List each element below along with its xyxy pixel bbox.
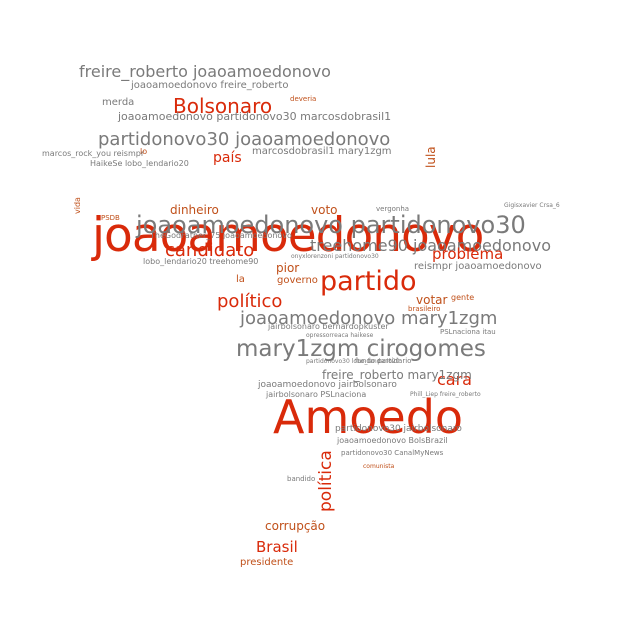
word-partido: partido <box>320 266 417 297</box>
word-phrase: joaoamoedonovo mary1zgm <box>240 308 498 329</box>
word-phrase: joaoamoedonovo jairbolsonaro <box>258 380 397 390</box>
word-phrase: fundo partidario <box>355 357 412 365</box>
word-phrase: Gigisxavier Crsa_6 <box>504 202 560 209</box>
word-cara: cara <box>437 370 472 389</box>
word-phrase: onyxlorenzoni partidonovo30 <box>291 253 379 260</box>
word-phrase: TheGodFather_75 joaoamoedonovo <box>150 231 292 240</box>
word-la: la <box>236 274 245 285</box>
word-votar: votar <box>416 293 448 307</box>
word-brasileiro: brasileiro <box>408 305 441 313</box>
word-phrase: reismpr joaoamoedonovo <box>414 261 542 272</box>
word-comunista: comunista <box>363 463 395 470</box>
word-lo: lo <box>140 147 148 156</box>
word-phrase: freire_roberto joaoamoedonovo <box>79 62 331 81</box>
word-vergonha: vergonha <box>376 205 410 213</box>
word-phrase: Phill_Liep freire_roberto <box>410 391 481 398</box>
word-phrase: partidonovo30 jairbolsonaro <box>335 424 462 434</box>
word-joaoamoedonovo: joaoamoedonovo <box>92 208 484 263</box>
word-brasil: Brasil <box>256 538 298 556</box>
word-phrase: partidonovo30 lobo_lendario20 <box>306 358 400 365</box>
word-phrase: marcosdobrasil1 mary1zgm <box>252 146 392 157</box>
word-phrase: lobo_lendario20 treehome90 <box>143 257 259 266</box>
word-politica: política <box>316 450 336 512</box>
word-phrase: PSLnaciona itau <box>440 328 496 336</box>
word-merda: merda <box>102 97 135 108</box>
word-phrase: freire_roberto mary1zgm <box>322 368 472 382</box>
word-candidato: candidato <box>165 240 255 261</box>
word-phrase: jairbolsonaro PSLnaciona <box>266 390 367 399</box>
word-phrase: HaikeSe lobo_lendario20 <box>90 159 189 168</box>
word-problema: problema <box>432 245 504 263</box>
word-phrase: partidonovo30 joaoamoedonovo <box>98 129 391 150</box>
word-vida: vida <box>73 197 82 214</box>
word-pior: pior <box>276 261 300 275</box>
word-phrase: mary1zgm cirogomes <box>236 336 486 362</box>
word-corrupcao: corrupção <box>265 519 326 533</box>
word-phrase: marcos_rock_you reismpr <box>42 149 145 158</box>
word-phrase: joaoamoedonovo freire_roberto <box>131 80 289 91</box>
word-pais: país <box>213 150 242 166</box>
word-phrase: partidonovo30 CanalMyNews <box>341 449 444 457</box>
word-bandido: bandido <box>287 475 316 483</box>
word-gente: gente <box>451 293 475 302</box>
word-phrase: joaoamoedonovo partidonovo30 <box>136 211 526 239</box>
word-bolsonaro: Bolsonaro <box>173 94 273 118</box>
word-phrase: joaoamoedonovo partidonovo30 marcosdobra… <box>118 110 392 123</box>
word-phrase: treehome90 joaoamoedonovo <box>310 236 551 255</box>
word-phrase: joaoamoedonovo BolsBrazil <box>337 436 448 445</box>
word-governo: governo <box>277 275 318 286</box>
word-amoedo: Amoedo <box>273 390 464 444</box>
word-phrase: jairbolsonaro bernardopkuster <box>268 322 389 331</box>
word-voto: voto <box>311 203 338 217</box>
word-presidente: presidente <box>240 557 294 568</box>
word-phrase: opressorreaca haikese <box>306 332 374 339</box>
word-politico: político <box>217 291 283 312</box>
word-psdb: PSDB <box>101 214 120 222</box>
word-lula: lula <box>424 146 438 168</box>
word-dinheiro: dinheiro <box>170 203 219 217</box>
word-deveria: deveria <box>290 95 317 103</box>
